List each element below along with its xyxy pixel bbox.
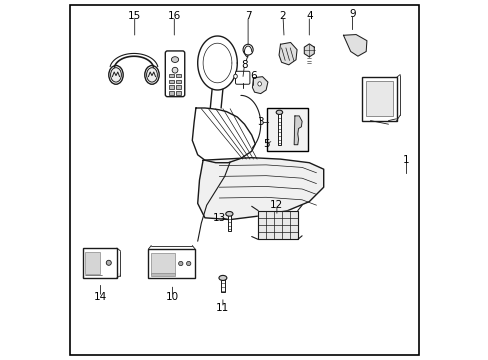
Bar: [277, 112, 281, 145]
Ellipse shape: [257, 82, 261, 86]
Polygon shape: [82, 274, 120, 278]
Text: 14: 14: [94, 292, 107, 302]
Text: 13: 13: [212, 213, 225, 223]
Ellipse shape: [225, 211, 232, 216]
Ellipse shape: [219, 275, 226, 280]
Bar: [168, 85, 174, 89]
Text: 2: 2: [279, 11, 286, 21]
Text: 8: 8: [241, 60, 247, 70]
Text: 4: 4: [305, 11, 312, 21]
Ellipse shape: [144, 66, 159, 84]
Polygon shape: [304, 44, 314, 57]
Text: 10: 10: [165, 292, 179, 302]
Bar: [168, 74, 174, 77]
Text: 3: 3: [257, 117, 264, 127]
Bar: [266, 108, 307, 151]
Polygon shape: [197, 36, 237, 90]
Bar: [151, 253, 174, 274]
Polygon shape: [197, 158, 323, 220]
Text: 11: 11: [216, 303, 229, 313]
Bar: [176, 74, 181, 77]
Polygon shape: [252, 77, 267, 94]
FancyBboxPatch shape: [235, 71, 249, 84]
Bar: [362, 77, 396, 121]
Polygon shape: [192, 108, 255, 163]
Bar: [220, 277, 224, 292]
Ellipse shape: [178, 261, 183, 266]
Bar: [148, 249, 195, 278]
Text: 16: 16: [167, 11, 181, 21]
Ellipse shape: [243, 44, 253, 55]
Ellipse shape: [276, 110, 282, 114]
Bar: [82, 248, 117, 278]
Ellipse shape: [186, 261, 190, 266]
Polygon shape: [343, 35, 366, 56]
Text: 6: 6: [250, 71, 256, 81]
Bar: [227, 213, 231, 231]
Text: 1: 1: [403, 155, 409, 165]
Bar: [168, 80, 174, 83]
FancyBboxPatch shape: [165, 51, 184, 96]
Bar: [151, 273, 174, 276]
Text: 5: 5: [262, 139, 269, 149]
Bar: [365, 81, 392, 116]
Ellipse shape: [233, 74, 237, 78]
Bar: [85, 252, 100, 274]
Polygon shape: [258, 211, 297, 239]
Ellipse shape: [108, 66, 123, 84]
Text: 7: 7: [244, 11, 251, 21]
Ellipse shape: [172, 67, 178, 73]
Text: 9: 9: [348, 9, 355, 19]
Bar: [168, 91, 174, 95]
Bar: [176, 85, 181, 89]
Ellipse shape: [110, 68, 121, 82]
Polygon shape: [294, 116, 302, 145]
Text: 12: 12: [270, 200, 283, 210]
Text: 15: 15: [128, 11, 141, 21]
Bar: [176, 80, 181, 83]
Ellipse shape: [171, 57, 178, 62]
Ellipse shape: [106, 260, 111, 265]
Bar: [258, 211, 297, 239]
Bar: [176, 91, 181, 95]
Ellipse shape: [146, 68, 157, 82]
Polygon shape: [279, 42, 296, 65]
